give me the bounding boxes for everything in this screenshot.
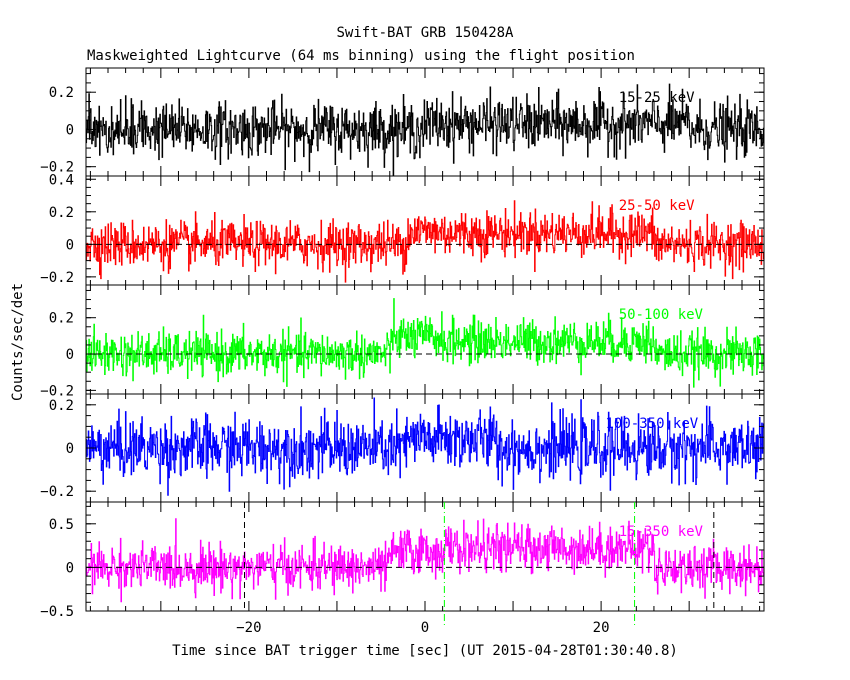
series-line-15-350-keV <box>86 518 764 603</box>
panel-4: −0.2 0 0.2 100-350 keV <box>40 393 765 503</box>
series-line-25-50-keV <box>86 200 764 283</box>
y-tick-label: −0.2 <box>40 270 74 286</box>
panel-1: −0.2 0 0.2 15-25 keV <box>40 67 765 177</box>
x-axis-label: Time since BAT trigger time [sec] (UT 20… <box>172 643 678 659</box>
y-tick-label: 0 <box>66 237 74 253</box>
y-tick-label: 0 <box>66 441 74 457</box>
y-tick-label: 0 <box>66 122 74 138</box>
y-tick-label: 0 <box>66 347 74 363</box>
y-tick-label: 0.2 <box>49 85 74 101</box>
chart-subtitle: Maskweighted Lightcurve (64 ms binning) … <box>87 48 635 64</box>
y-tick-label: 0.5 <box>49 517 74 533</box>
y-tick-label: 0.2 <box>49 205 74 221</box>
band-label: 50-100 keV <box>619 307 704 323</box>
x-tick-label: 0 <box>421 620 429 636</box>
panel-3: −0.2 0 0.2 50-100 keV <box>40 284 765 399</box>
band-label: 15-350 keV <box>619 524 704 540</box>
x-tick-label: −20 <box>236 620 261 636</box>
chart-title: Swift-BAT GRB 150428A <box>336 25 514 41</box>
panels-group: −0.200.2 15-25 keV−0.200.20.425-50 keV−0.… <box>40 67 765 636</box>
y-tick-label: 0 <box>66 560 74 576</box>
y-axis-label: Counts/sec/det <box>10 283 26 401</box>
panel-2: −0.2 0 0.2 0.4 25-50 keV <box>40 172 765 286</box>
panel-frame <box>85 501 765 612</box>
x-tick-label: 20 <box>593 620 610 636</box>
series-line-100-350-keV <box>86 397 764 496</box>
band-label: 100-350 keV <box>606 416 699 432</box>
y-tick-label: 0.2 <box>49 398 74 414</box>
y-tick-label: 0.4 <box>49 172 74 188</box>
y-tick-label: −0.5 <box>40 604 74 620</box>
y-tick-label: −0.2 <box>40 484 74 500</box>
series-line-15-25-keV <box>86 83 764 176</box>
y-tick-label: 0.2 <box>49 311 74 327</box>
panel-5: −0.5 0 0.5 15-350 keV −20 0 20 <box>40 501 765 636</box>
y-tick-label: −0.2 <box>40 160 74 176</box>
series-line-50-100-keV <box>86 298 764 388</box>
band-label: 25-50 keV <box>619 198 695 214</box>
band-label: 15-25 keV <box>619 90 695 106</box>
y-tick-label: −0.2 <box>40 383 74 399</box>
